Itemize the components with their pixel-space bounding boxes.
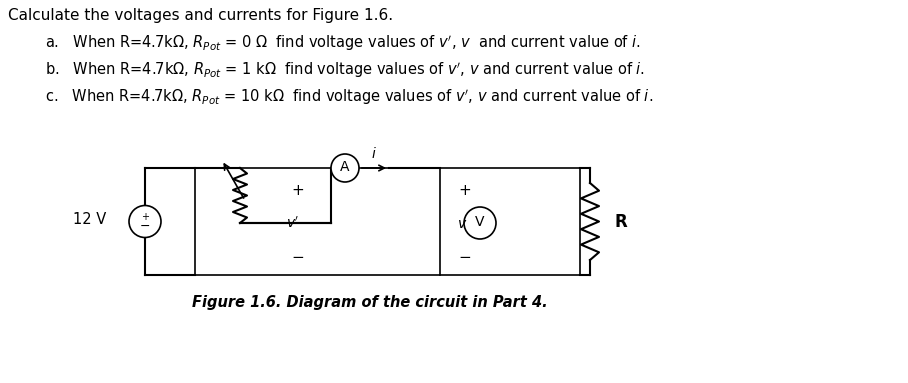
Text: A: A [340, 160, 350, 174]
Text: +: + [141, 211, 149, 221]
Text: a.   When R=4.7k$\Omega$, $R_{Pot}$ = 0 $\Omega$  find voltage values of $v'$, $: a. When R=4.7k$\Omega$, $R_{Pot}$ = 0 $\… [45, 33, 641, 52]
Text: c.   When R=4.7k$\Omega$, $R_{Pot}$ = 10 k$\Omega$  find voltage values of $v'$,: c. When R=4.7k$\Omega$, $R_{Pot}$ = 10 k… [45, 87, 653, 106]
Text: $-$: $-$ [291, 247, 304, 262]
Text: +: + [459, 183, 471, 198]
Text: $i$: $i$ [371, 146, 377, 161]
Circle shape [331, 154, 359, 182]
Text: Figure 1.6. Diagram of the circuit in Part 4.: Figure 1.6. Diagram of the circuit in Pa… [192, 295, 548, 310]
Text: V: V [475, 215, 485, 229]
Circle shape [464, 207, 496, 239]
Circle shape [129, 206, 161, 237]
Text: 12 V: 12 V [74, 212, 106, 227]
Text: −: − [140, 220, 150, 233]
Text: R: R [615, 213, 627, 231]
Text: b.   When R=4.7k$\Omega$, $R_{Pot}$ = 1 k$\Omega$  find voltage values of $v'$, : b. When R=4.7k$\Omega$, $R_{Pot}$ = 1 k$… [45, 60, 645, 80]
Text: $v$: $v$ [457, 216, 468, 231]
Bar [195, 168, 580, 275]
Text: Calculate the voltages and currents for Figure 1.6.: Calculate the voltages and currents for … [8, 8, 393, 23]
Text: +: + [291, 183, 304, 198]
Text: $-$: $-$ [459, 247, 471, 262]
Text: $v'$: $v'$ [286, 216, 300, 231]
